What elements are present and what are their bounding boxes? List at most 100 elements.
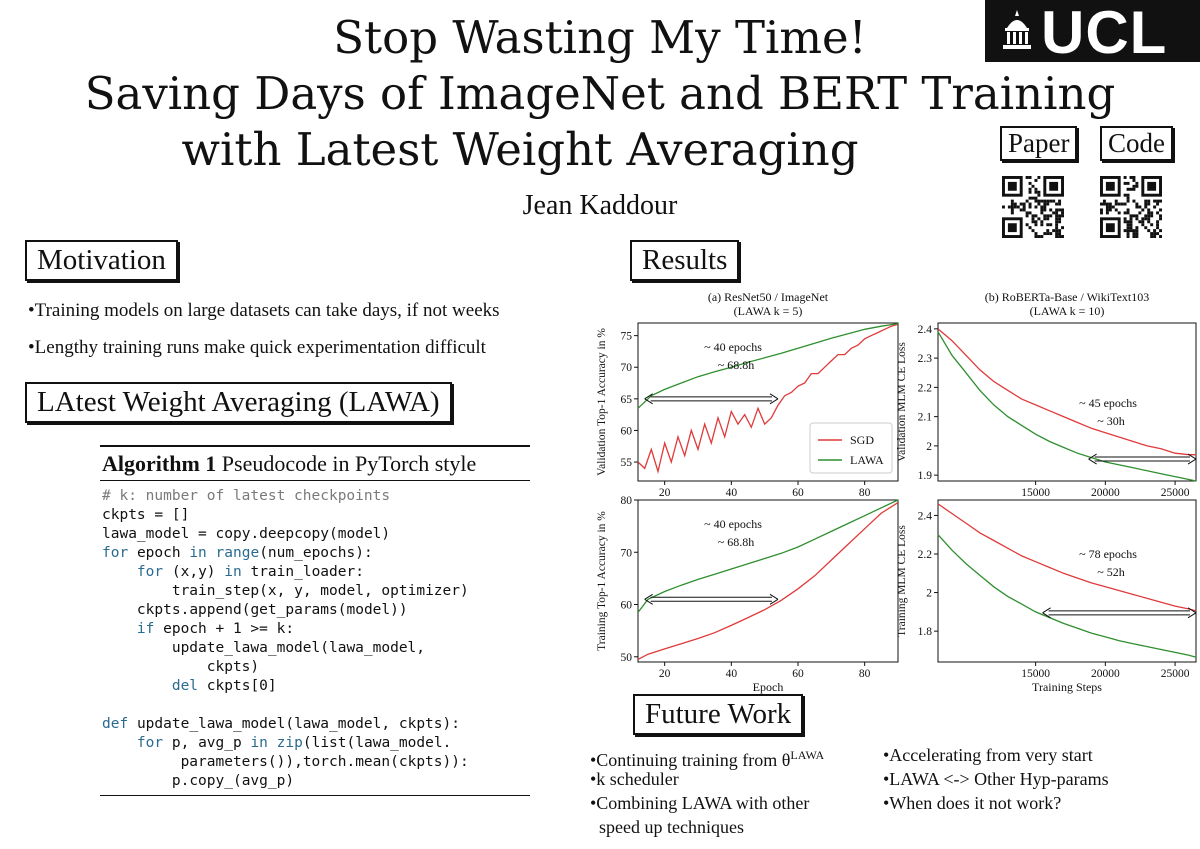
future-work-item: •k scheduler bbox=[590, 769, 679, 789]
x-tick-label: 60 bbox=[792, 487, 804, 499]
y-axis-label: Validation MLM CE Loss bbox=[896, 342, 908, 462]
results-charts: (a) ResNet50 / ImageNet(LAWA k = 5) 20 40 6… bbox=[596, 290, 1197, 694]
y-axis-label: Validation Top-1 Accuracy in % bbox=[596, 328, 608, 476]
chart-subtitle: (LAWA k = 10) bbox=[1030, 304, 1105, 318]
future-work-item: •When does it not work? bbox=[883, 793, 1062, 813]
x-tick-label: 80 bbox=[859, 668, 871, 680]
x-tick-label: 25000 bbox=[1161, 668, 1190, 680]
y-axis-label: Training Top-1 Accuracy in % bbox=[596, 511, 608, 651]
code-qr-code[interactable] bbox=[1100, 176, 1162, 238]
future-work-item: speed up techniques bbox=[590, 817, 744, 837]
code-line: ckpts.append(get_params(model)) bbox=[136, 602, 408, 618]
series-line-sgd bbox=[637, 323, 899, 474]
code-line: if epoch + 1 >= k: bbox=[136, 621, 295, 637]
legend-label: LAWA bbox=[850, 453, 884, 467]
y-tick-label: 80 bbox=[621, 495, 633, 507]
code-link[interactable]: Code bbox=[1100, 126, 1173, 161]
code-line bbox=[102, 696, 530, 715]
annotation-arrowhead bbox=[769, 393, 779, 405]
algorithm-label: Algorithm 1 bbox=[102, 451, 217, 476]
x-tick-label: 60 bbox=[792, 668, 804, 680]
future-work-item: •Combining LAWA with other bbox=[590, 793, 810, 813]
x-tick-label: 15000 bbox=[1021, 487, 1050, 499]
code-line: parameters()),torch.mean(ckpts)): bbox=[180, 754, 469, 770]
series-line-lawa bbox=[637, 322, 899, 409]
annotation-hours: ~ 68.8h bbox=[718, 358, 755, 372]
y-tick-label: 70 bbox=[621, 362, 633, 374]
future-work-item: •Continuing training from θLAWA bbox=[590, 743, 824, 772]
series-line-sgd bbox=[937, 328, 1196, 456]
y-tick-label: 2.2 bbox=[918, 382, 933, 394]
algorithm-caption: Pseudocode in PyTorch style bbox=[221, 451, 477, 476]
paper-link[interactable]: Paper bbox=[1000, 126, 1078, 161]
code-line: # k: number of latest checkpoints bbox=[102, 488, 391, 504]
motivation-heading: Motivation bbox=[25, 240, 178, 281]
code-line: def update_lawa_model(lawa_model, ckpts)… bbox=[102, 716, 460, 732]
y-tick-label: 2.1 bbox=[918, 412, 933, 424]
chart-legend: SGD LAWA bbox=[809, 422, 893, 474]
chart-panel: (a) ResNet50 / ImageNet(LAWA k = 5) 20 40 6… bbox=[596, 290, 899, 499]
future-work-item: •Accelerating from very start bbox=[883, 745, 1093, 765]
annotation-arrowhead bbox=[644, 593, 653, 605]
annotation-hours: ~ 30h bbox=[1097, 414, 1125, 428]
y-tick-label: 2 bbox=[926, 588, 932, 600]
paper-qr-code[interactable] bbox=[1002, 176, 1064, 238]
annotation-epochs: ~ 78 epochs bbox=[1079, 547, 1137, 561]
y-tick-label: 70 bbox=[621, 547, 633, 559]
algorithm-title: Algorithm 1 Pseudocode in PyTorch style bbox=[100, 447, 530, 480]
y-tick-label: 2.4 bbox=[918, 324, 933, 336]
y-axis-label: Training MLM CE Loss bbox=[896, 525, 908, 637]
annotation-arrowhead bbox=[644, 393, 653, 405]
annotation-hours: ~ 52h bbox=[1097, 565, 1125, 579]
chart-panel: 20 40 60 80 50 60 70 80 Epoch Training Top-1 Accu… bbox=[596, 495, 899, 694]
annotation-arrowhead bbox=[1042, 607, 1051, 619]
plot-frame bbox=[637, 322, 899, 482]
code-line: lawa_model = copy.deepcopy(model) bbox=[102, 526, 391, 542]
results-heading: Results bbox=[630, 240, 740, 281]
code-line: del ckpts[0] bbox=[171, 678, 277, 694]
x-tick-label: 40 bbox=[726, 668, 738, 680]
x-tick-label: 80 bbox=[859, 487, 871, 499]
chart-panel: (b) RoBERTa-Base / WikiText103(LAWA k = … bbox=[896, 290, 1197, 499]
chart-panel: 15000 20000 25000 1.8 2 2.2 2.4 Training Steps T… bbox=[896, 499, 1197, 694]
x-axis-label: Training Steps bbox=[1032, 680, 1102, 694]
y-tick-label: 2.2 bbox=[918, 549, 933, 561]
x-tick-label: 15000 bbox=[1021, 668, 1050, 680]
y-tick-label: 55 bbox=[621, 457, 633, 469]
plot-frame bbox=[637, 499, 899, 663]
series-line-lawa bbox=[637, 499, 899, 613]
future-work-text: •Continuing training from θ bbox=[590, 750, 791, 770]
code-line: p.copy_(avg_p) bbox=[171, 773, 295, 789]
series-line-sgd bbox=[937, 503, 1197, 612]
x-tick-label: 40 bbox=[726, 487, 738, 499]
code-line: for (x,y) in train_loader: bbox=[136, 564, 364, 580]
x-tick-label: 25000 bbox=[1161, 487, 1190, 499]
annotation-arrowhead bbox=[769, 593, 779, 605]
series-line-sgd bbox=[637, 502, 899, 660]
plot-frame bbox=[937, 322, 1197, 482]
code-line: train_step(x, y, model, optimizer) bbox=[171, 583, 469, 599]
y-tick-label: 65 bbox=[621, 394, 633, 406]
future-work-heading: Future Work bbox=[633, 694, 804, 735]
code-line: for epoch in range(num_epochs): bbox=[102, 545, 373, 561]
title-line-2: Saving Days of ImageNet and BERT Trainin… bbox=[84, 67, 1116, 120]
annotation-epochs: ~ 40 epochs bbox=[704, 340, 762, 354]
ucl-logo: UCL bbox=[985, 0, 1200, 66]
annotation-arrowhead bbox=[1187, 607, 1197, 619]
future-work-item: •LAWA <-> Other Hyp-params bbox=[883, 769, 1109, 789]
x-axis-label: Epoch bbox=[753, 680, 784, 694]
author: Jean Kaddour bbox=[522, 190, 678, 221]
motivation-bullet: •Training models on large datasets can t… bbox=[28, 300, 500, 321]
y-tick-label: 2.3 bbox=[918, 353, 933, 365]
motivation-bullet: •Lengthy training runs make quick experi… bbox=[28, 337, 486, 358]
annotation-epochs: ~ 45 epochs bbox=[1079, 396, 1137, 410]
x-tick-label: 20000 bbox=[1091, 487, 1120, 499]
code-line: for p, avg_p in zip(list(lawa_model. bbox=[136, 735, 452, 751]
series-line-lawa bbox=[937, 534, 1197, 658]
chart-title: (a) ResNet50 / ImageNet bbox=[708, 290, 829, 304]
chart-subtitle: (LAWA k = 5) bbox=[734, 304, 803, 318]
y-tick-label: 1.9 bbox=[918, 470, 933, 482]
lawa-heading: LAtest Weight Averaging (LAWA) bbox=[25, 382, 452, 423]
annotation-arrowhead bbox=[1088, 453, 1097, 465]
plot-frame bbox=[937, 499, 1197, 663]
